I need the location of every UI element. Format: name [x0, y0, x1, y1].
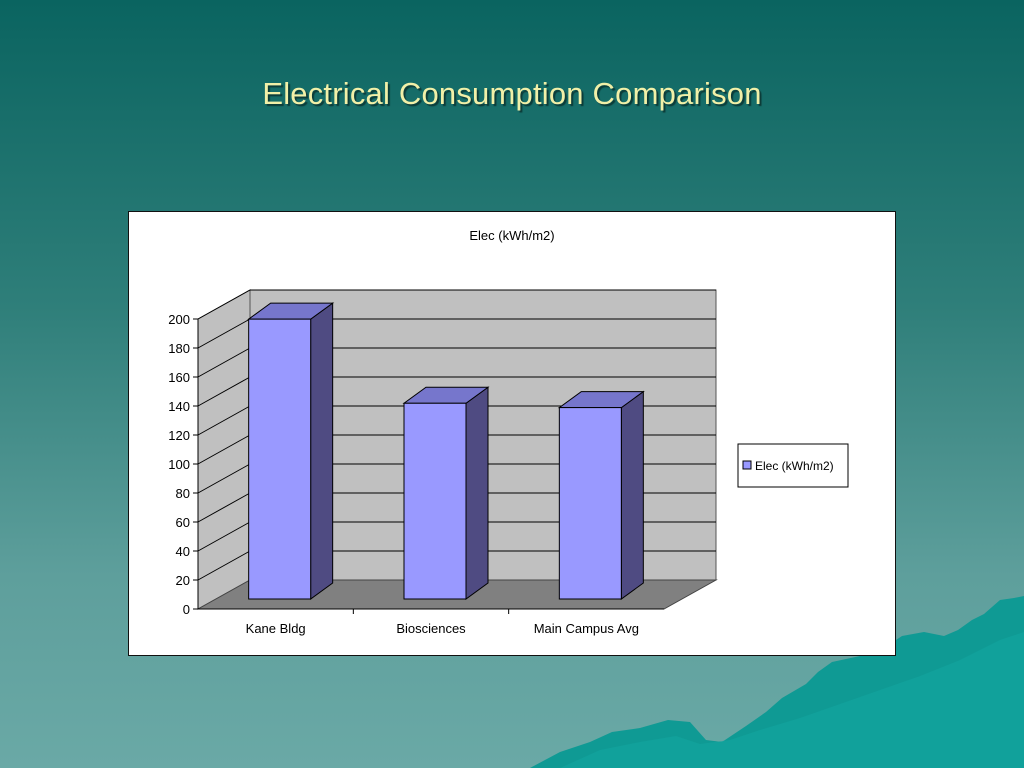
chart-title: Elec (kWh/m2): [469, 228, 554, 243]
gridline-side: [197, 347, 251, 378]
legend-label: Elec (kWh/m2): [755, 459, 834, 473]
y-tick-label: 120: [168, 428, 190, 443]
legend-box: [737, 443, 849, 488]
y-tick-label: 40: [176, 544, 190, 559]
y-tick-label: 20: [176, 573, 190, 588]
y-tick-label: 200: [168, 312, 190, 327]
y-tick-label: 140: [168, 399, 190, 414]
chart-container: Elec (kWh/m2) 0 20 40 60 80 100 120 140 160 180 200…: [128, 211, 896, 656]
bar-side: [310, 302, 334, 600]
bar: [558, 407, 622, 600]
x-tick-label: Biosciences: [396, 621, 466, 636]
gridline-side: [197, 376, 251, 407]
gridline-side: [197, 492, 251, 523]
y-tick-label: 160: [168, 370, 190, 385]
gridline-side: [197, 318, 251, 349]
gridline-side: [197, 521, 251, 552]
x-tick-label: Main Campus Avg: [534, 621, 639, 636]
y-tick-label: 100: [168, 457, 190, 472]
gridline-side: [197, 463, 251, 494]
bar-side: [465, 386, 489, 600]
y-tick-label: 60: [176, 515, 190, 530]
gridline-side: [197, 289, 251, 320]
bar-chart: Elec (kWh/m2) 0 20 40 60 80 100 120 140 160 180 200…: [168, 228, 849, 636]
bar: [403, 402, 467, 600]
x-tick-label: Kane Bldg: [246, 621, 306, 636]
gridline-side: [197, 550, 251, 581]
legend-swatch: [742, 460, 752, 470]
y-tick-label: 80: [176, 486, 190, 501]
gridline-side: [197, 405, 251, 436]
gridline-side: [197, 434, 251, 465]
bar: [248, 318, 312, 600]
slide-title: Electrical Consumption Comparison: [262, 76, 762, 111]
bar-side: [620, 390, 644, 600]
y-tick-label: 180: [168, 341, 190, 356]
y-tick-label: 0: [183, 602, 190, 617]
